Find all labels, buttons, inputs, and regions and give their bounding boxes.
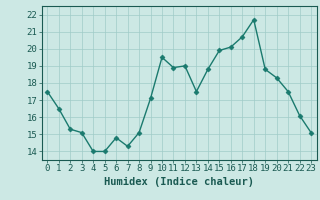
X-axis label: Humidex (Indice chaleur): Humidex (Indice chaleur) xyxy=(104,177,254,187)
